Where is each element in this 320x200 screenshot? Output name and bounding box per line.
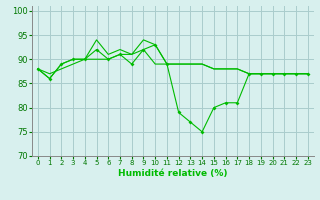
X-axis label: Humidité relative (%): Humidité relative (%) (118, 169, 228, 178)
